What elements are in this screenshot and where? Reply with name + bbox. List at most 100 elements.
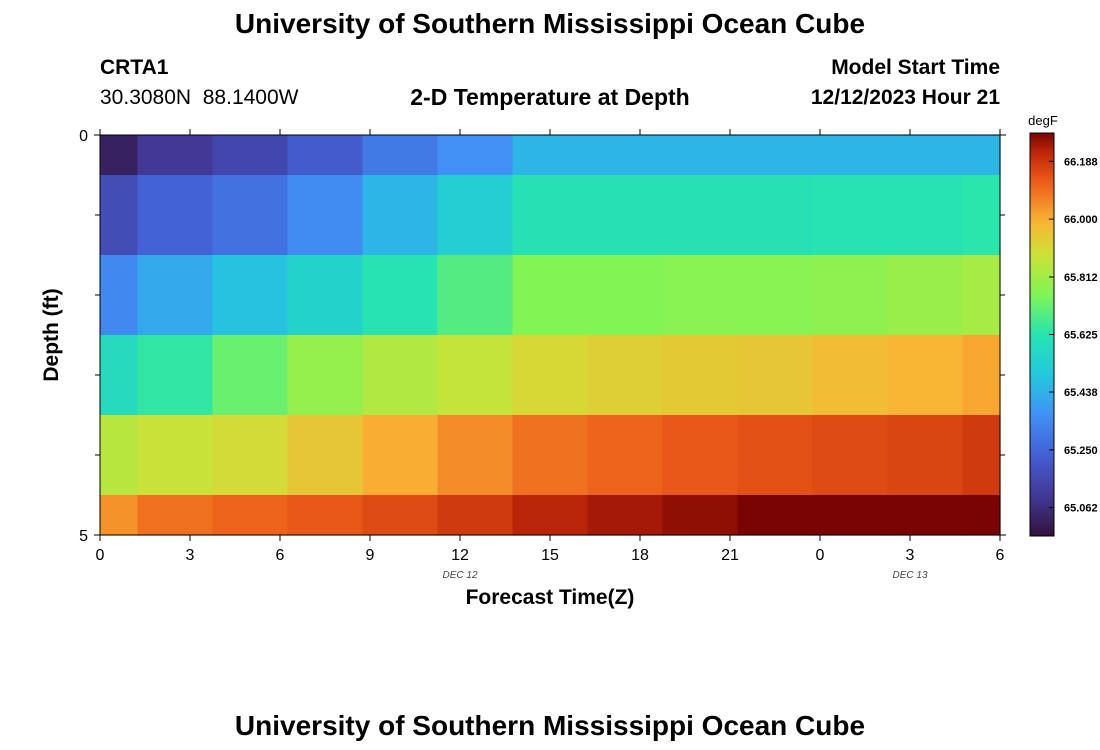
page-title: University of Southern Mississippi Ocean… [234, 8, 866, 39]
x-axis: 0 3 6 9 12 15 18 21 0 3 6 DEC 12 DEC 13 [96, 129, 1005, 581]
heatmap-cell [662, 175, 739, 256]
heatmap-cell [100, 175, 139, 256]
heatmap-cell [812, 255, 889, 336]
date-label: DEC 13 [892, 570, 927, 581]
heatmap-cell [887, 255, 964, 336]
heatmap-cell [512, 135, 589, 176]
heatmap-cell [737, 135, 814, 176]
x-tick-label: 6 [996, 547, 1005, 564]
heatmap-cell [587, 175, 664, 256]
heatmap-cell [100, 255, 139, 336]
model-start-label: Model Start Time [831, 56, 1000, 79]
heatmap-cell [362, 255, 439, 336]
heatmap-cell [362, 135, 439, 176]
heatmap-cell [437, 175, 514, 256]
colorbar-unit: degF [1028, 113, 1058, 128]
heatmap-cell [962, 495, 1001, 536]
colorbar-tick-label: 65.438 [1064, 387, 1098, 399]
heatmap-cell [662, 135, 739, 176]
station-lat: 30.3080N [100, 86, 192, 109]
heatmap-cell [137, 495, 214, 536]
heatmap-cell [662, 255, 739, 336]
colorbar-tick-label: 65.812 [1064, 272, 1098, 284]
heatmap-cell [137, 255, 214, 336]
heatmap-cell [587, 135, 664, 176]
heatmap-cell [137, 335, 214, 416]
colorbar-tick-label: 65.250 [1064, 445, 1098, 457]
heatmap-cell [437, 495, 514, 536]
heatmap-cell [512, 495, 589, 536]
heatmap-cell [737, 255, 814, 336]
station-lon: 88.1400W [202, 86, 299, 109]
heatmap-cell [962, 135, 1001, 176]
station-id: CRTA1 [100, 56, 169, 79]
heatmap-cell [362, 175, 439, 256]
heatmap-cell [662, 335, 739, 416]
heatmap-cell [962, 175, 1001, 256]
heatmap-cell [737, 175, 814, 256]
y-tick-label: 5 [79, 528, 88, 545]
heatmap-cell [737, 335, 814, 416]
heatmap-cell [100, 135, 139, 176]
heatmap-cell [287, 175, 364, 256]
heatmap-cell [212, 415, 289, 496]
heatmap-cell [287, 135, 364, 176]
x-tick-label: 12 [451, 547, 469, 564]
heatmap-cell [812, 335, 889, 416]
heatmap-cell [437, 415, 514, 496]
heatmap-cell [737, 415, 814, 496]
heatmap-cell [212, 175, 289, 256]
heatmap-cell [887, 495, 964, 536]
heatmap-cell [362, 495, 439, 536]
heatmap-cell [137, 175, 214, 256]
station-coordinates: 30.3080N 88.1400W [100, 86, 298, 110]
plot-title: 2-D Temperature at Depth [410, 84, 690, 110]
heatmap-cell [287, 415, 364, 496]
heatmap-cell [512, 415, 589, 496]
colorbar-tick-label: 65.625 [1064, 330, 1098, 342]
heatmap-cell [812, 135, 889, 176]
heatmap-cell [512, 255, 589, 336]
heatmap-cell [962, 335, 1001, 416]
heatmap-cell [812, 415, 889, 496]
heatmap-cell [737, 495, 814, 536]
x-tick-label: 18 [631, 547, 649, 564]
x-tick-label: 15 [541, 547, 559, 564]
colorbar-tick-label: 66.000 [1064, 214, 1098, 226]
heatmap-cell [212, 335, 289, 416]
heatmap-cell [512, 335, 589, 416]
x-tick-label: 0 [816, 547, 825, 564]
y-axis: 05 [79, 128, 1006, 545]
heatmap-cell [100, 495, 139, 536]
heatmap-cell [962, 255, 1001, 336]
heatmap-cell [662, 495, 739, 536]
heatmap-cell [437, 255, 514, 336]
heatmap-cell [362, 415, 439, 496]
heatmap-cell [887, 135, 964, 176]
heatmap-cells [100, 135, 1001, 536]
heatmap-cell [137, 415, 214, 496]
colorbar-tick-label: 65.062 [1064, 503, 1098, 515]
heatmap-cell [100, 335, 139, 416]
date-label: DEC 12 [442, 570, 477, 581]
heatmap-cell [887, 175, 964, 256]
model-start-time: 12/12/2023 Hour 21 [810, 86, 1000, 109]
heatmap-cell [587, 495, 664, 536]
heatmap-cell [287, 335, 364, 416]
heatmap-cell [962, 415, 1001, 496]
heatmap-cell [100, 415, 139, 496]
colorbar-tick-label: 66.188 [1064, 156, 1098, 168]
heatmap-cell [662, 415, 739, 496]
heatmap-cell [362, 335, 439, 416]
heatmap-cell [887, 415, 964, 496]
x-tick-label: 9 [366, 547, 375, 564]
x-tick-label: 6 [276, 547, 285, 564]
heatmap-cell [287, 495, 364, 536]
heatmap-cell [437, 135, 514, 176]
heatmap-cell [812, 495, 889, 536]
y-tick-label: 0 [79, 128, 88, 145]
heatmap-cell [437, 335, 514, 416]
heatmap-cell [137, 135, 214, 176]
heatmap-cell [812, 175, 889, 256]
heatmap-cell [587, 255, 664, 336]
